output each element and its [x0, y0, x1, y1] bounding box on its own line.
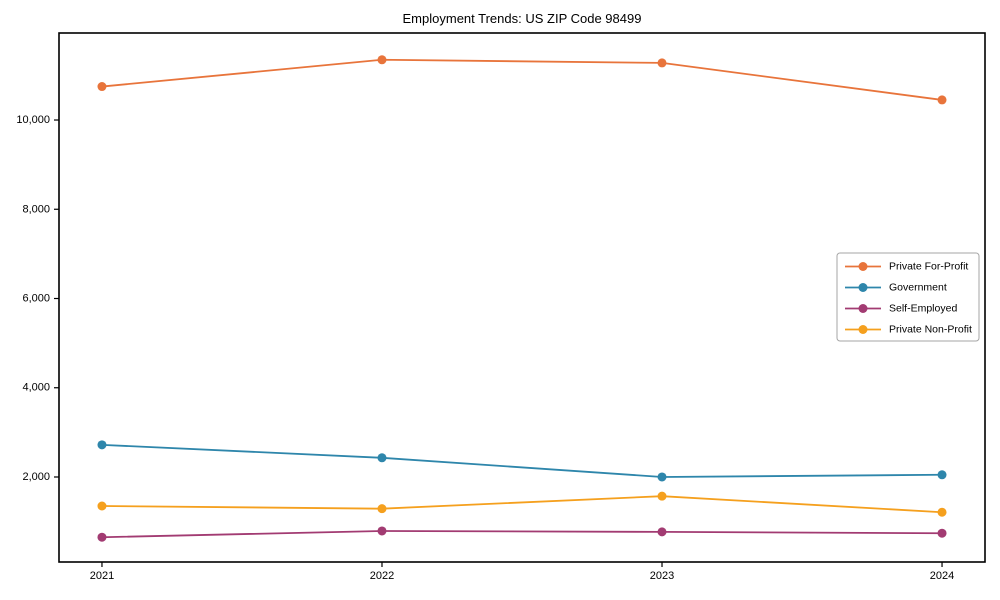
- legend-box: [836, 252, 980, 342]
- x-tick-label: 2022: [370, 570, 394, 582]
- y-tick-label: 10,000: [16, 114, 50, 126]
- legend-item: Government: [845, 282, 947, 294]
- series-marker: [97, 440, 107, 450]
- series-line: [101, 495, 943, 514]
- legend-item: Private For-Profit: [845, 261, 968, 273]
- series-marker: [97, 532, 107, 542]
- y-tick-label: 8,000: [22, 203, 50, 215]
- series-marker: [377, 526, 387, 536]
- series-marker: [97, 501, 107, 511]
- legend-marker: [858, 325, 868, 334]
- plot-border: [58, 32, 986, 563]
- x-tick-label: 2024: [930, 570, 954, 582]
- series-line: [101, 443, 943, 478]
- chart-title: Employment Trends: US ZIP Code 98499: [403, 11, 642, 26]
- series-marker: [377, 504, 387, 514]
- x-tick-label: 2021: [90, 570, 114, 582]
- legend-item: Private Non-Profit: [845, 324, 972, 336]
- legend-item: Self-Employed: [845, 303, 957, 315]
- series-marker: [937, 528, 947, 538]
- series-marker: [937, 507, 947, 517]
- series-marker: [657, 491, 667, 501]
- series-line: [101, 58, 943, 101]
- series-layer: [97, 55, 947, 542]
- y-tick-label: 2,000: [22, 471, 50, 483]
- y-tick-label: 4,000: [22, 382, 50, 394]
- x-tick-label: 2023: [650, 570, 674, 582]
- legend: Private For-Profit Government Self-Employe…: [836, 252, 980, 342]
- series-marker: [937, 470, 947, 480]
- legend-marker: [858, 304, 868, 313]
- series-marker: [937, 95, 947, 105]
- series-marker: [377, 55, 387, 65]
- series-marker: [657, 472, 667, 482]
- legend-marker: [858, 262, 868, 271]
- legend-label: Private Non-Profit: [889, 324, 972, 336]
- series-marker: [657, 527, 667, 537]
- legend-label: Private For-Profit: [889, 261, 968, 273]
- series-marker: [657, 58, 667, 68]
- series-marker: [377, 453, 387, 463]
- series-line: [101, 530, 943, 539]
- axes-layer: 2,000 4,000 6,000 8,000 10,000 2021 2022 2023 20…: [16, 32, 986, 582]
- legend-marker: [858, 283, 868, 292]
- legend-label: Government: [889, 282, 947, 294]
- y-tick-label: 6,000: [22, 293, 50, 305]
- series-marker: [97, 82, 107, 92]
- legend-label: Self-Employed: [889, 303, 957, 315]
